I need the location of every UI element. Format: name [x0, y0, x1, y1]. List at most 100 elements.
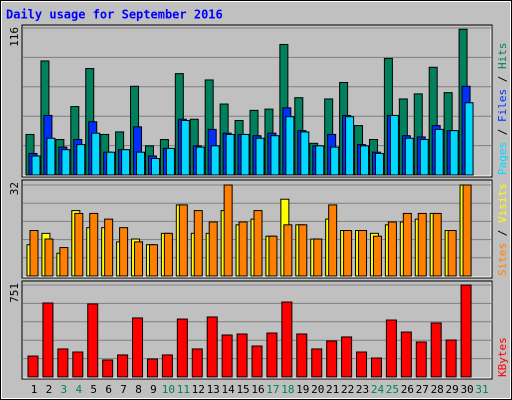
x-tick-label: 15 [236, 383, 249, 396]
x-tick-label: 31 [475, 383, 488, 396]
bar [148, 244, 158, 277]
bar [402, 212, 412, 277]
legend: KBytes [496, 337, 509, 377]
bar [57, 348, 69, 378]
bar [372, 235, 382, 277]
x-tick-label: 1 [31, 383, 38, 396]
x-tick-label: 22 [341, 383, 354, 396]
bar [195, 146, 205, 176]
bar [106, 151, 116, 176]
bar [91, 132, 101, 176]
x-tick-label: 29 [446, 383, 459, 396]
bar [419, 139, 429, 176]
bar [315, 145, 325, 176]
bar [285, 116, 295, 176]
x-tick-label: 7 [120, 383, 127, 396]
bar [255, 137, 265, 176]
bar [445, 339, 457, 378]
bar [462, 184, 472, 277]
legend-entry: Hits [496, 43, 509, 70]
bar [134, 241, 144, 277]
legend-entry: Pages [496, 142, 509, 175]
x-tick-label: 20 [311, 383, 324, 396]
legend-entry: Sites [496, 243, 509, 276]
bar [298, 224, 308, 277]
x-tick-label: 26 [401, 383, 414, 396]
bar [61, 149, 71, 176]
bar [432, 212, 442, 277]
bar [268, 235, 278, 277]
bar [415, 341, 427, 378]
bar [180, 120, 190, 176]
legend: Pages / Files / Hits [496, 43, 509, 176]
bar [225, 133, 235, 176]
bar [389, 114, 399, 176]
chart-title: Daily usage for September 2016 [6, 8, 223, 22]
x-tick-label: 16 [251, 383, 264, 396]
bar [193, 210, 203, 277]
bar [150, 158, 160, 176]
bar [208, 221, 218, 277]
bar [31, 155, 41, 176]
bar [46, 137, 56, 176]
bar [311, 348, 323, 378]
x-tick-label: 2 [46, 383, 53, 396]
bar [165, 147, 175, 176]
bar [223, 184, 233, 277]
x-tick-label: 19 [296, 383, 309, 396]
bar [59, 247, 69, 277]
bar [300, 131, 310, 176]
bar [270, 135, 280, 176]
bar [146, 358, 158, 378]
bar [385, 319, 397, 378]
bar [296, 333, 308, 378]
x-tick-label: 4 [75, 383, 82, 396]
bar [449, 130, 459, 176]
bar [163, 232, 173, 277]
bar [87, 303, 99, 378]
bar [283, 224, 293, 277]
legend: Sites / Visits [496, 183, 509, 276]
x-tick-label: 25 [386, 383, 399, 396]
legend-separator: / [496, 223, 509, 243]
y-tick-label: 32 [8, 182, 21, 195]
x-tick-label: 6 [105, 383, 112, 396]
x-tick-label: 12 [192, 383, 205, 396]
x-tick-label: 18 [281, 383, 294, 396]
x-tick-label: 17 [266, 383, 279, 396]
bar [72, 351, 84, 378]
bar [345, 116, 355, 176]
legend-separator: / [496, 122, 509, 142]
bar [121, 149, 131, 176]
bar [161, 354, 173, 378]
bar [326, 340, 338, 378]
bar [136, 151, 146, 176]
bar [119, 227, 129, 277]
bar [400, 331, 412, 378]
bar [328, 204, 338, 277]
bar [343, 230, 353, 277]
legend-entry: Visits [496, 183, 509, 223]
x-tick-label: 24 [371, 383, 385, 396]
bar [132, 317, 144, 378]
bar [238, 221, 248, 277]
bar [434, 128, 444, 176]
x-tick-label: 11 [177, 383, 190, 396]
x-tick-label: 9 [150, 383, 157, 396]
bar [206, 316, 218, 378]
x-tick-label: 28 [431, 383, 444, 396]
y-tick-label: 116 [8, 27, 21, 47]
bar [404, 137, 414, 176]
bar [27, 355, 39, 378]
x-tick-label: 14 [222, 383, 236, 396]
bar [356, 351, 368, 378]
x-tick-label: 10 [162, 383, 175, 396]
bar [387, 221, 397, 277]
bar [251, 345, 263, 378]
x-tick-label: 27 [416, 383, 429, 396]
bar [29, 230, 39, 277]
y-tick-label: 751 [8, 283, 21, 303]
x-tick-label: 3 [61, 383, 68, 396]
